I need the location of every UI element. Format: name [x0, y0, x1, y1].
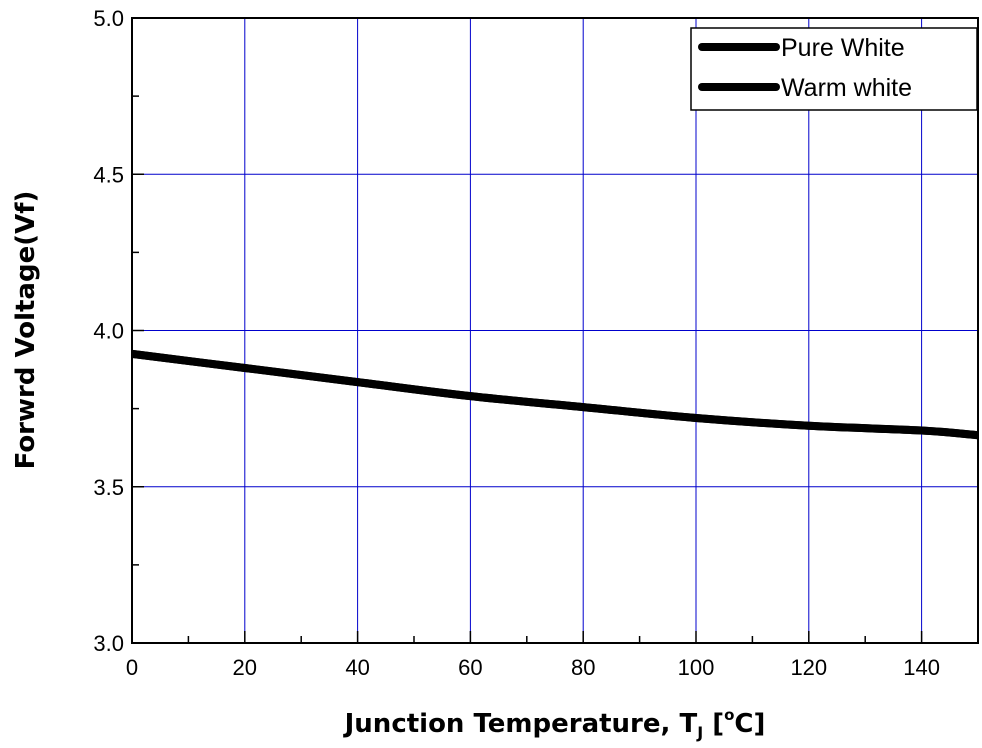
- y-tick-label: 4.0: [93, 319, 124, 344]
- x-tick-label: 0: [126, 655, 138, 680]
- x-tick-label: 20: [233, 655, 257, 680]
- x-tick-label: 80: [571, 655, 595, 680]
- y-axis-title: Forwrd Voltage(Vf): [11, 191, 41, 470]
- label-layer: 0 20 40 60 80 100 120 140 3.0 3.5 4.0 4.5 5.0: [93, 6, 940, 680]
- legend-box: [690, 27, 978, 111]
- y-tick-label: 3.5: [93, 475, 124, 500]
- legend: Pure White Warm white: [690, 27, 978, 111]
- y-tick-label: 5.0: [93, 6, 124, 31]
- x-tick-label: 100: [678, 655, 715, 680]
- x-tick-label: 140: [903, 655, 940, 680]
- y-tick-label: 4.5: [93, 162, 124, 187]
- grid-layer: [132, 18, 978, 643]
- y-tick-label: 3.0: [93, 631, 124, 656]
- x-tick-label: 60: [458, 655, 482, 680]
- tick-layer: [131, 17, 979, 644]
- series-line-2: [131, 349, 979, 440]
- legend-label-1: Pure White: [781, 34, 905, 62]
- legend-label-2: Warm white: [781, 74, 912, 102]
- x-tick-label: 120: [790, 655, 827, 680]
- x-tick-label: 40: [345, 655, 369, 680]
- series-layer: [131, 349, 979, 440]
- x-axis-title: Junction Temperature, TJ [oC]: [343, 706, 766, 742]
